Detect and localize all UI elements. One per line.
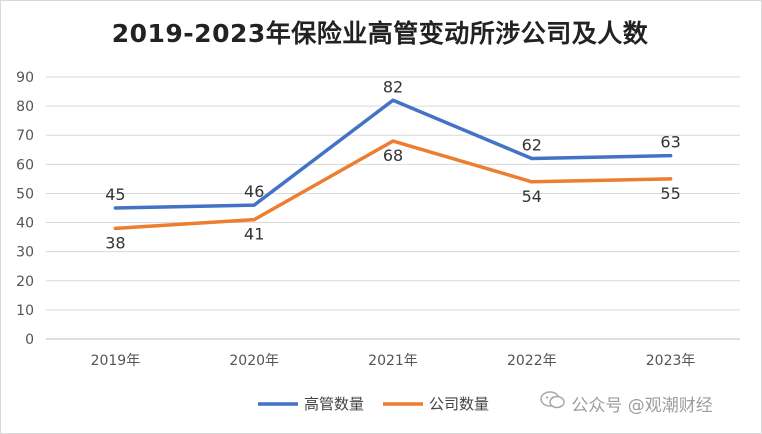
data-point (391, 139, 395, 143)
data-label: 38 (105, 233, 125, 252)
data-label: 63 (660, 133, 680, 152)
legend-label: 高管数量 (304, 395, 364, 413)
x-axis-ticks: 2019年 2020年 2021年 2022年 2023年 (91, 353, 696, 369)
y-tick-label: 20 (16, 274, 34, 290)
data-label: 82 (383, 77, 403, 96)
data-label: 62 (522, 136, 542, 155)
y-tick-label: 60 (16, 157, 34, 173)
x-tick-label: 2022年 (507, 353, 557, 369)
data-point (391, 98, 395, 102)
data-point (669, 154, 673, 158)
data-point (530, 180, 534, 184)
x-tick-label: 2023年 (646, 353, 696, 369)
y-tick-label: 70 (16, 128, 34, 144)
legend: 高管数量 公司数量 (258, 395, 489, 413)
y-axis-ticks: 0 10 20 30 40 50 60 70 80 90 (16, 70, 34, 348)
data-labels: 45 46 82 62 63 38 41 68 54 55 (105, 77, 681, 252)
y-tick-label: 30 (16, 245, 34, 261)
data-label: 41 (244, 225, 264, 244)
wechat-icon (540, 391, 566, 414)
x-tick-label: 2021年 (368, 353, 418, 369)
data-point (252, 203, 256, 207)
data-point (530, 156, 534, 161)
x-tick-label: 2020年 (229, 353, 279, 369)
y-tick-label: 0 (25, 332, 34, 348)
series-lines (113, 98, 673, 231)
chart-title: 2019-2023年保险业高管变动所涉公司及人数 (111, 19, 649, 48)
y-tick-label: 80 (16, 99, 34, 115)
data-point (669, 177, 673, 181)
data-point (113, 226, 117, 230)
data-label: 68 (383, 146, 403, 165)
data-label: 45 (105, 185, 125, 204)
watermark: 公众号 @观潮财经 (540, 391, 713, 416)
data-point (252, 218, 256, 222)
x-tick-label: 2019年 (91, 353, 141, 369)
grid-lines (46, 76, 740, 340)
y-tick-label: 10 (16, 303, 34, 319)
data-label: 55 (660, 184, 680, 203)
data-label: 46 (244, 182, 264, 201)
watermark-text: 公众号 @观潮财经 (571, 396, 713, 416)
legend-label: 公司数量 (429, 395, 489, 413)
data-label: 54 (522, 187, 542, 206)
y-tick-label: 90 (16, 70, 34, 86)
y-tick-label: 40 (16, 216, 34, 232)
y-tick-label: 50 (16, 186, 34, 202)
data-point (113, 206, 117, 210)
